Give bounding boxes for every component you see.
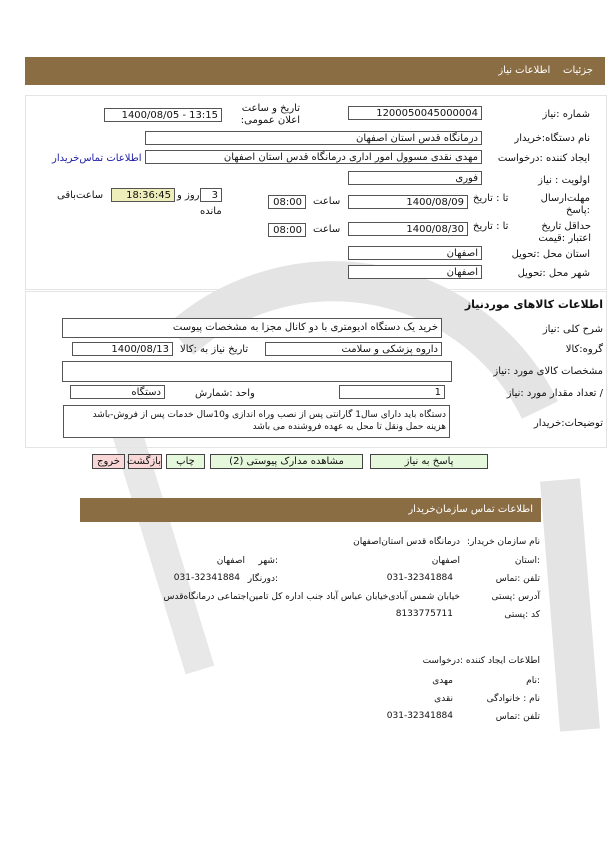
creator-field: مهدی نقدی مسوول امور اداری درمانگاه قدس … [145, 150, 482, 164]
validity-date-field: 1400/08/30 [348, 222, 468, 236]
deadline-to-date-label: تا : تاریخ [473, 193, 509, 204]
org-label: نام سازمان خریدار: [467, 537, 540, 547]
notes-line-2: هزینه حمل ونقل تا محل به عهده فروشنده می… [252, 422, 446, 432]
group-label: گروه:کالا [565, 344, 603, 355]
priority-label: اولویت : نیاز [538, 175, 590, 186]
time-left-field: 18:36:45 [111, 188, 175, 202]
deadline-time-field: 08:00 [268, 195, 306, 209]
print-button[interactable]: چاپ [166, 454, 205, 469]
validity-time-label: ساعت [313, 224, 341, 235]
reply-button[interactable]: پاسخ به نیاز [370, 454, 488, 469]
qty-label: / تعداد مقدار مورد :نیاز [506, 388, 603, 399]
contact-province-label: :استان [514, 556, 540, 566]
creator-phone-label: تلفن :تماس [495, 712, 540, 722]
remaining-label: مانده [200, 206, 222, 217]
group-field: داروه پزشکی و سلامت [265, 342, 442, 356]
unit-label: واحد :شمارش [195, 388, 255, 399]
creator-phone-value: 031-32341884 [386, 711, 453, 721]
creator-family-value: نقدی [434, 694, 453, 704]
validity-to-date-label: تا : تاریخ [473, 221, 509, 232]
goods-panel [25, 291, 607, 448]
province-label: استان محل :تحویل [511, 249, 590, 260]
validity-time-field: 08:00 [268, 223, 306, 237]
creator-info-title: اطلاعات ایجاد کننده :درخواست [422, 656, 540, 666]
qty-field: 1 [339, 385, 445, 399]
notes-field: دستگاه باید دارای سال1 گارانتی پس از نصب… [63, 405, 450, 438]
org-value: درمانگاه قدس استان‌اصفهان [353, 537, 460, 547]
need-number-label: شماره :نیاز [542, 109, 591, 120]
need-info-panel [25, 95, 607, 290]
watermark-logo [105, 261, 600, 732]
attachments-button[interactable]: مشاهده مدارک پیوستی (2) [210, 454, 363, 469]
creator-label: ایجاد کننده :درخواست [497, 153, 590, 164]
city-field: اصفهان [348, 265, 482, 279]
time-left-label: ساعت‌باقی [57, 190, 104, 201]
fax-value: 031-32341884 [173, 573, 240, 583]
desc-label: شرح کلی :نیاز [542, 324, 603, 335]
address-value: خیابان شمس آبادی‌خیابان عباس آباد جنب اد… [163, 592, 460, 602]
creator-name-value: مهدی [432, 676, 453, 686]
breadcrumb-details[interactable]: جزئیات [563, 65, 593, 76]
notes-label: توضیحات:خریدار [533, 418, 603, 429]
buyer-field: درمانگاه قدس استان اصفهان [145, 131, 482, 145]
address-label: آدرس :پستی [491, 592, 541, 602]
need-number-field: 1200050045000004 [348, 106, 482, 120]
priority-field: فوری [348, 171, 482, 185]
contact-phone-value: 031-32341884 [386, 573, 453, 583]
specs-field [62, 361, 452, 382]
deadline-date-field: 1400/08/09 [348, 195, 468, 209]
validity-label: حداقل تاریخ اعتبار :قیمت [538, 221, 591, 244]
buyer-label: نام دستگاه:خریدار [514, 133, 590, 144]
unit-field: دستگاه [70, 385, 165, 399]
announce-field: 1400/08/05 - 13:15 [104, 108, 222, 122]
city-label: شهر محل :تحویل [517, 268, 590, 279]
contact-header-bar: اطلاعات تماس سازمان‌خریدار [80, 498, 541, 522]
need-date-field: 1400/08/13 [72, 342, 173, 356]
creator-family-label: نام : خانوادگی [486, 694, 540, 704]
buyer-contact-link[interactable]: اطلاعات تماس‌خریدار [52, 153, 142, 164]
province-field: اصفهان [348, 246, 482, 260]
contact-city-label: :شهر [258, 556, 278, 566]
notes-line-1: دستگاه باید دارای سال1 گارانتی پس از نصب… [92, 410, 446, 420]
days-label: روز و [177, 190, 200, 201]
back-button[interactable]: بازگشت [126, 454, 162, 469]
goods-title: اطلاعات کالاهای موردنیاز [464, 298, 603, 311]
breadcrumb-need-info[interactable]: اطلاعات نیاز [498, 65, 551, 76]
deadline-label: مهلت‌ارسال :پاسخ [540, 193, 590, 216]
contact-province-value: اصفهان [431, 556, 460, 566]
announce-label: تاریخ و ساعت اعلان عمومی: [240, 103, 300, 126]
postal-label: کد :پستی [504, 610, 540, 620]
postal-value: 8133775711 [395, 609, 453, 619]
fax-label: :دورنگار [247, 574, 278, 584]
creator-name-label: :نام [526, 676, 540, 686]
deadline-time-label: ساعت [313, 196, 341, 207]
contact-phone-label: تلفن :تماس [495, 574, 540, 584]
exit-button[interactable]: خروج [92, 454, 125, 469]
need-date-label: تاریخ نیاز به :کالا [180, 344, 249, 355]
desc-field: خرید یک دستگاه ادیومتری با دو کانال مجزا… [62, 318, 442, 338]
days-left-field: 3 [200, 188, 222, 202]
specs-label: مشخصات کالای مورد :نیاز [493, 366, 603, 377]
contact-city-value: اصفهان [216, 556, 245, 566]
page-header-bar: جزئیات اطلاعات نیاز [25, 57, 605, 85]
